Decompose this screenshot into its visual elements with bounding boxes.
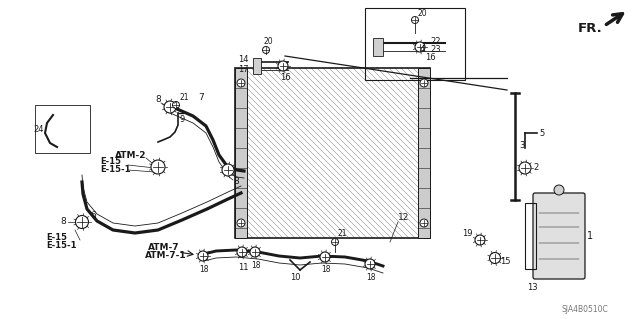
Circle shape [164, 101, 176, 113]
Text: 18: 18 [366, 272, 376, 281]
Text: ATM-7: ATM-7 [148, 243, 180, 253]
Text: 21: 21 [179, 93, 189, 102]
Text: E-15: E-15 [100, 158, 121, 167]
Text: 16: 16 [280, 73, 291, 83]
Text: 12: 12 [398, 213, 410, 222]
Circle shape [278, 61, 288, 71]
Circle shape [415, 42, 425, 52]
Circle shape [151, 160, 165, 174]
Circle shape [76, 216, 88, 228]
Circle shape [420, 219, 428, 227]
Text: E-15-1: E-15-1 [100, 166, 131, 174]
Circle shape [554, 185, 564, 195]
Text: 23: 23 [430, 46, 440, 55]
Bar [525, 203, 536, 269]
Text: E-15-1: E-15-1 [46, 241, 77, 250]
Text: 14: 14 [238, 56, 248, 64]
Bar [235, 68, 247, 238]
Circle shape [173, 101, 179, 108]
FancyBboxPatch shape [533, 193, 585, 279]
Circle shape [222, 164, 234, 176]
Text: 11: 11 [238, 263, 248, 272]
Text: 3: 3 [519, 142, 524, 151]
Text: 8: 8 [155, 95, 161, 105]
Circle shape [250, 247, 260, 257]
Text: 18: 18 [321, 265, 330, 275]
Text: SJA4B0510C: SJA4B0510C [562, 306, 609, 315]
Text: 13: 13 [527, 283, 538, 292]
Text: 22: 22 [430, 36, 440, 46]
Text: 17: 17 [238, 65, 248, 75]
Text: 2: 2 [533, 164, 538, 173]
Text: 6: 6 [90, 211, 96, 219]
Text: 8: 8 [233, 177, 239, 187]
Text: 19: 19 [462, 229, 472, 239]
Text: 7: 7 [198, 93, 204, 101]
Text: 10: 10 [290, 273, 301, 283]
Text: 20: 20 [263, 38, 273, 47]
Text: 5: 5 [539, 129, 544, 137]
Bar [253, 58, 261, 74]
Circle shape [320, 252, 330, 262]
Bar [365, 8, 465, 80]
Text: 8: 8 [60, 218, 66, 226]
Bar [373, 38, 383, 56]
Circle shape [332, 239, 339, 246]
Text: 16: 16 [425, 54, 436, 63]
Text: 18: 18 [251, 261, 260, 270]
Circle shape [490, 253, 500, 263]
Bar [35, 105, 90, 153]
Text: 15: 15 [500, 257, 511, 266]
Circle shape [262, 47, 269, 54]
Text: FR.: FR. [578, 21, 603, 34]
Text: 4: 4 [420, 46, 426, 55]
Text: 1: 1 [587, 231, 593, 241]
Circle shape [237, 79, 245, 87]
Bar [235, 68, 430, 238]
Text: 20: 20 [418, 9, 428, 18]
Circle shape [198, 251, 208, 261]
Bar [418, 68, 430, 238]
Text: 21: 21 [338, 229, 348, 239]
Text: 9: 9 [180, 115, 185, 124]
Text: ATM-2: ATM-2 [115, 151, 147, 160]
Circle shape [412, 17, 419, 24]
Circle shape [237, 247, 247, 257]
Circle shape [519, 162, 531, 174]
Text: ATM-7-1: ATM-7-1 [145, 251, 187, 261]
Circle shape [475, 235, 485, 245]
Circle shape [420, 79, 428, 87]
Circle shape [237, 219, 245, 227]
Text: 24: 24 [33, 125, 44, 135]
Text: 18: 18 [199, 264, 209, 273]
Text: E-15: E-15 [46, 234, 67, 242]
Circle shape [365, 259, 375, 269]
